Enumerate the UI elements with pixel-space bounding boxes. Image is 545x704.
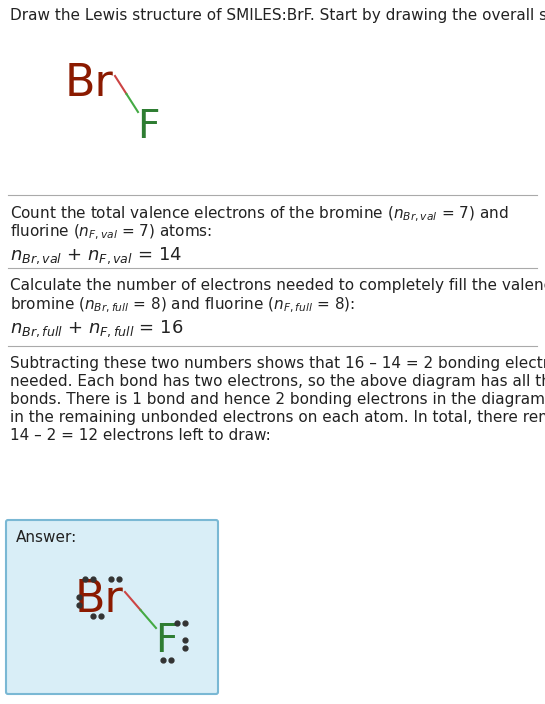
Text: in the remaining unbonded electrons on each atom. In total, there remain: in the remaining unbonded electrons on e… (10, 410, 545, 425)
Text: F: F (155, 622, 178, 660)
Text: Br: Br (65, 62, 114, 105)
Text: $n_{Br,full}$ + $n_{F,full}$ = 16: $n_{Br,full}$ + $n_{F,full}$ = 16 (10, 318, 184, 339)
Text: Count the total valence electrons of the bromine ($n_{Br,val}$ = 7) and: Count the total valence electrons of the… (10, 205, 508, 225)
Text: fluorine ($n_{F,val}$ = 7) atoms:: fluorine ($n_{F,val}$ = 7) atoms: (10, 223, 213, 242)
Text: Answer:: Answer: (16, 530, 77, 545)
Text: F: F (137, 108, 160, 146)
Text: Calculate the number of electrons needed to completely fill the valence shells f: Calculate the number of electrons needed… (10, 278, 545, 293)
Text: bromine ($n_{Br,full}$ = 8) and fluorine ($n_{F,full}$ = 8):: bromine ($n_{Br,full}$ = 8) and fluorine… (10, 296, 355, 315)
Text: Br: Br (75, 578, 124, 621)
Text: 14 – 2 = 12 electrons left to draw:: 14 – 2 = 12 electrons left to draw: (10, 428, 271, 443)
Text: Subtracting these two numbers shows that 16 – 14 = 2 bonding electrons are: Subtracting these two numbers shows that… (10, 356, 545, 371)
Text: Draw the Lewis structure of SMILES:BrF. Start by drawing the overall structure o: Draw the Lewis structure of SMILES:BrF. … (10, 8, 545, 23)
Text: bonds. There is 1 bond and hence 2 bonding electrons in the diagram. Lastly, fil: bonds. There is 1 bond and hence 2 bondi… (10, 392, 545, 407)
Text: $n_{Br,val}$ + $n_{F,val}$ = 14: $n_{Br,val}$ + $n_{F,val}$ = 14 (10, 245, 182, 265)
Text: needed. Each bond has two electrons, so the above diagram has all the necessary: needed. Each bond has two electrons, so … (10, 374, 545, 389)
FancyBboxPatch shape (6, 520, 218, 694)
